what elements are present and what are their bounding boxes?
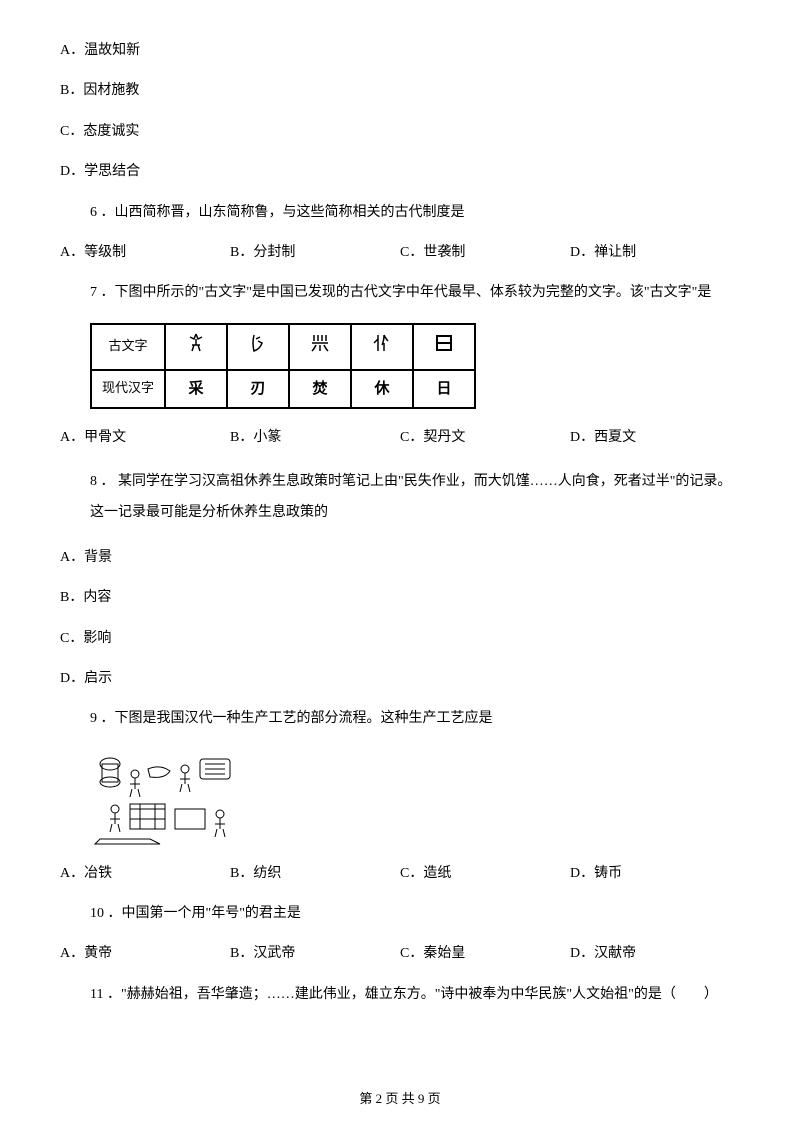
q9-text: 9 ．下图是我国汉代一种生产工艺的部分流程。这种生产工艺应是: [60, 708, 740, 730]
q7-ancient-char-1: [165, 324, 227, 370]
q7-option-a: A．甲骨文: [60, 427, 230, 449]
q7-ancient-char-3: [289, 324, 351, 370]
q7-modern-char-2: 刃: [227, 370, 289, 408]
page-footer: 第 2 页 共 9 页: [0, 1089, 800, 1110]
q7-row2-label: 现代汉字: [91, 370, 165, 408]
q9-options: A．冶铁 B．纺织 C．造纸 D．铸币: [60, 863, 740, 885]
q6-text: 6 ．山西简称晋，山东简称鲁，与这些简称相关的古代制度是: [60, 202, 740, 224]
q9-figure: [90, 749, 245, 849]
q7-character-table: 古文字 现代汉字 采 刃 焚 休 日: [90, 323, 476, 409]
q6-option-c: C．世袭制: [400, 242, 570, 264]
q10-option-b: B．汉武帝: [230, 943, 400, 965]
q6-options: A．等级制 B．分封制 C．世袭制 D．禅让制: [60, 242, 740, 264]
q10-text: 10 ．中国第一个用"年号"的君主是: [60, 903, 740, 925]
q9-option-a: A．冶铁: [60, 863, 230, 885]
q5-option-d: D．学思结合: [60, 161, 740, 183]
q7-options: A．甲骨文 B．小篆 C．契丹文 D．西夏文: [60, 427, 740, 449]
q8-option-c: C．影响: [60, 628, 740, 650]
q7-modern-char-3: 焚: [289, 370, 351, 408]
q7-modern-char-5: 日: [413, 370, 475, 408]
q5-option-a: A．温故知新: [60, 40, 740, 62]
q10-option-c: C．秦始皇: [400, 943, 570, 965]
q8-option-b: B．内容: [60, 587, 740, 609]
q7-option-b: B．小篆: [230, 427, 400, 449]
q7-row1-label: 古文字: [91, 324, 165, 370]
q7-option-d: D．西夏文: [570, 427, 740, 449]
q8-text: 8 ． 某同学在学习汉高祖休养生息政策时笔记上由"民失作业，而大饥馑……人向食，…: [60, 467, 740, 529]
q7-ancient-char-4: [351, 324, 413, 370]
q6-option-a: A．等级制: [60, 242, 230, 264]
q7-modern-char-4: 休: [351, 370, 413, 408]
q7-ancient-char-2: [227, 324, 289, 370]
q11-text: 11 ．"赫赫始祖，吾华肇造；……建此伟业，雄立东方。"诗中被奉为中华民族"人文…: [60, 984, 740, 1006]
q9-option-b: B．纺织: [230, 863, 400, 885]
q5-option-b: B．因材施教: [60, 80, 740, 102]
q7-modern-char-1: 采: [165, 370, 227, 408]
q9-option-d: D．铸币: [570, 863, 740, 885]
q6-option-d: D．禅让制: [570, 242, 740, 264]
q10-options: A．黄帝 B．汉武帝 C．秦始皇 D．汉献帝: [60, 943, 740, 965]
q10-option-a: A．黄帝: [60, 943, 230, 965]
q7-text: 7 ．下图中所示的"古文字"是中国已发现的古代文字中年代最早、体系较为完整的文字…: [60, 282, 740, 304]
q5-option-c: C．态度诚实: [60, 121, 740, 143]
q8-option-a: A．背景: [60, 547, 740, 569]
q10-option-d: D．汉献帝: [570, 943, 740, 965]
q7-ancient-char-5: [413, 324, 475, 370]
q8-option-d: D．启示: [60, 668, 740, 690]
q9-option-c: C．造纸: [400, 863, 570, 885]
q6-option-b: B．分封制: [230, 242, 400, 264]
q7-option-c: C．契丹文: [400, 427, 570, 449]
